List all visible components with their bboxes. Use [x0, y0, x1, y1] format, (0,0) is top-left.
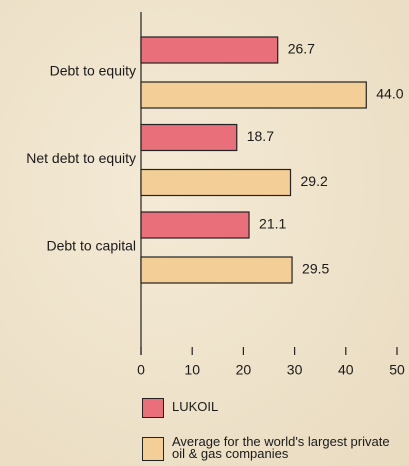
legend-label: LUKOIL — [172, 399, 219, 414]
value-label: 21.1 — [259, 216, 286, 232]
value-label: 18.7 — [247, 128, 274, 144]
value-label: 44.0 — [376, 86, 403, 102]
legend-swatch — [142, 398, 164, 418]
x-tick-label: 20 — [236, 362, 252, 378]
bar — [140, 123, 238, 152]
category-label: Debt to equity — [50, 63, 136, 79]
legend-label: Average for the world's largest private … — [172, 434, 390, 461]
bar — [140, 256, 293, 284]
value-label: 26.7 — [288, 41, 315, 57]
bar — [140, 81, 367, 109]
category-label: Debt to capital — [47, 238, 137, 254]
category-label: Net debt to equity — [26, 150, 136, 166]
bar — [140, 36, 279, 64]
x-tick-label: 30 — [287, 362, 303, 378]
bar — [140, 168, 292, 197]
x-tick-label: 40 — [338, 362, 354, 378]
value-label: 29.5 — [302, 261, 329, 277]
legend-swatch — [142, 437, 164, 461]
value-label: 29.2 — [301, 173, 328, 189]
x-tick-label: 10 — [184, 362, 200, 378]
x-tick-label: 50 — [389, 362, 405, 378]
x-tick-label: 0 — [137, 362, 145, 378]
bar — [140, 211, 250, 239]
